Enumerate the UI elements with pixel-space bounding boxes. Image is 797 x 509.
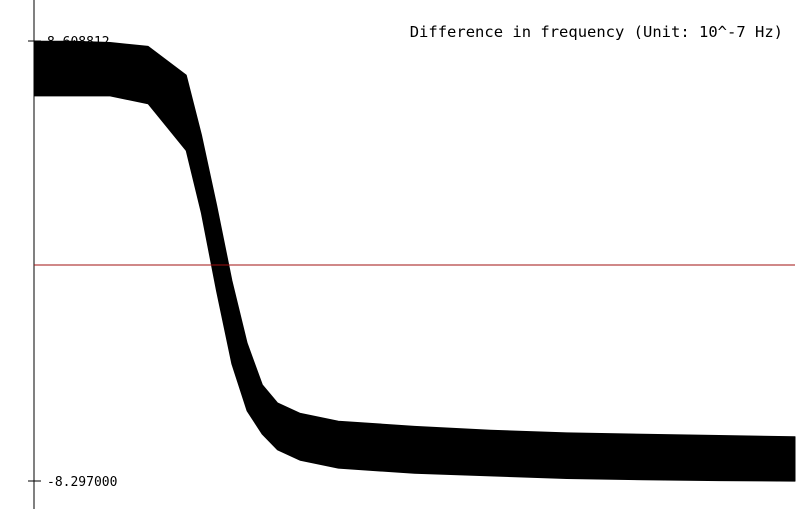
chart-title: Difference in frequency (Unit: 10^-7 Hz) — [410, 23, 783, 41]
series-envelope-0 — [33, 40, 796, 482]
y-tick-label-bottom: -8.297000 — [47, 475, 117, 490]
